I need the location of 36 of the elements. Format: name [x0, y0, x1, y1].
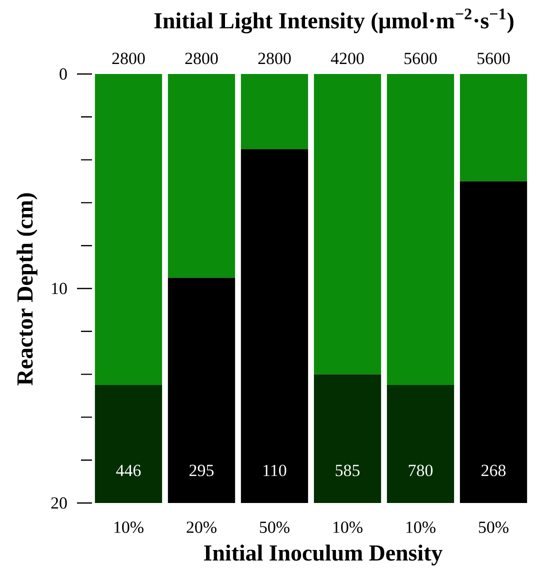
x-axis-title: Initial Inoculum Density [204, 544, 442, 566]
annotation: 295 [190, 464, 214, 476]
text: 2800 [258, 52, 291, 64]
text: 2800 [185, 52, 218, 64]
y-tick-label: 20 [51, 497, 67, 509]
text: 4200 [330, 52, 364, 64]
text: 2800 [112, 52, 145, 64]
annotation: 585 [336, 464, 360, 476]
bar [386, 385, 454, 504]
x2-axis-title: Initial Light Intensity (μmol·m$^{−2}$·s$^{−1}$) [154, 8, 514, 34]
bar [460, 74, 528, 182]
x-tick-label: 50% [478, 522, 508, 534]
text: 5600 [478, 52, 510, 64]
bar [314, 374, 382, 504]
x-tick-label: 10% [406, 522, 436, 534]
bar [94, 385, 162, 504]
x-tick-label: 10% [333, 522, 362, 534]
y-tick-label: 0 [60, 68, 67, 80]
bar [314, 74, 382, 374]
x-tick-label: 50% [260, 522, 290, 534]
bar [168, 278, 236, 504]
y-axis-title: Reactor Depth (cm) [16, 193, 38, 386]
x-tick-label: 20% [186, 522, 216, 534]
bar [168, 74, 236, 278]
bar [240, 149, 308, 504]
annotation: 268 [482, 464, 506, 476]
x-tick-label: 10% [114, 522, 144, 534]
bar [94, 74, 162, 386]
annotation: 780 [408, 464, 433, 476]
bar [460, 181, 528, 504]
annotation: 110 [264, 464, 286, 476]
y-tick-label: 10 [52, 282, 67, 294]
bar [386, 74, 454, 386]
bar [240, 74, 308, 150]
text: 5600 [404, 52, 437, 64]
annotation: 446 [116, 464, 141, 476]
